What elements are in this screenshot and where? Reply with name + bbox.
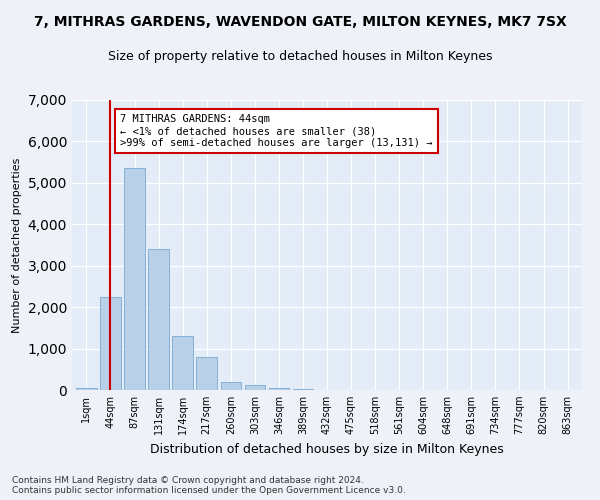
Bar xyxy=(100,297,121,390)
Text: 7 MITHRAS GARDENS: 44sqm
← <1% of detached houses are smaller (38)
>99% of semi-: 7 MITHRAS GARDENS: 44sqm ← <1% of detach… xyxy=(120,114,433,148)
Bar xyxy=(245,384,265,390)
Bar xyxy=(269,388,289,390)
Bar xyxy=(196,357,217,390)
Bar xyxy=(293,389,313,390)
Bar xyxy=(172,336,193,390)
X-axis label: Distribution of detached houses by size in Milton Keynes: Distribution of detached houses by size … xyxy=(150,442,504,456)
Text: Size of property relative to detached houses in Milton Keynes: Size of property relative to detached ho… xyxy=(108,50,492,63)
Text: 7, MITHRAS GARDENS, WAVENDON GATE, MILTON KEYNES, MK7 7SX: 7, MITHRAS GARDENS, WAVENDON GATE, MILTO… xyxy=(34,15,566,29)
Bar xyxy=(76,388,97,390)
Bar xyxy=(148,249,169,390)
Bar xyxy=(124,168,145,390)
Text: Contains HM Land Registry data © Crown copyright and database right 2024.
Contai: Contains HM Land Registry data © Crown c… xyxy=(12,476,406,495)
Y-axis label: Number of detached properties: Number of detached properties xyxy=(12,158,22,332)
Bar xyxy=(221,382,241,390)
